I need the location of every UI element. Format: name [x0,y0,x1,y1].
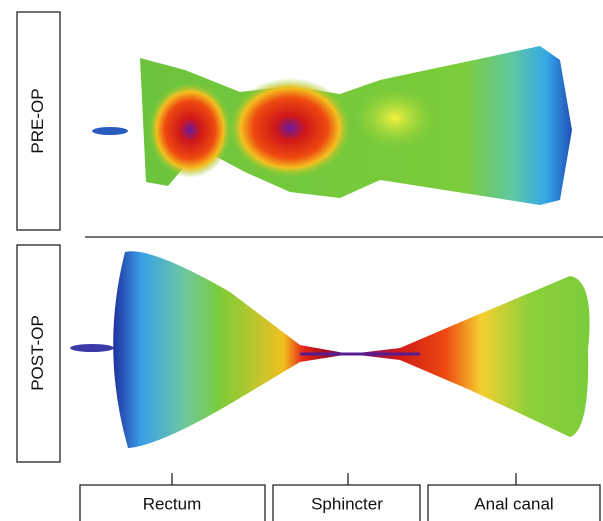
region-label: Rectum [143,494,202,513]
pressure-zone [228,78,352,178]
region-label: Sphincter [311,494,383,513]
region-label: Anal canal [474,494,553,513]
post-op-rectum [113,251,350,448]
pressure-zone [148,82,232,178]
post-op-canal [350,276,590,437]
pressure-zone [355,88,435,148]
panel-label: POST-OP [28,315,47,391]
panel-label: PRE-OP [28,88,47,153]
figure: PRE-OP POST-OP Rectum Sphincter Anal can… [0,0,603,521]
probe-tip [92,127,128,135]
probe-tip [70,344,114,352]
